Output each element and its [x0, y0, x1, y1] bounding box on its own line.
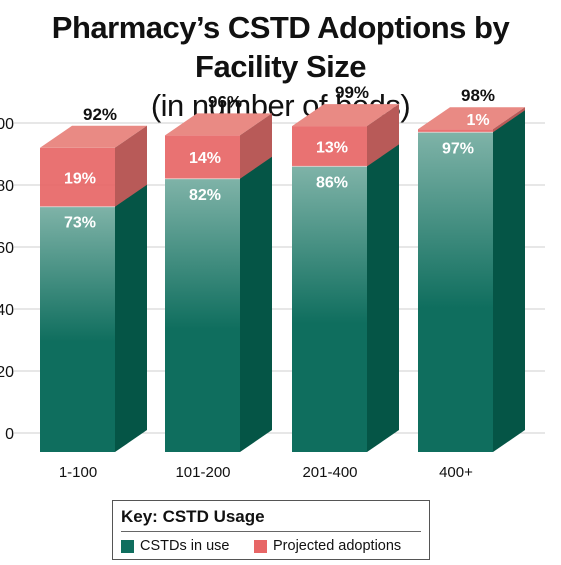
legend-swatch-cstds — [121, 539, 134, 553]
bar-cstd — [40, 206, 115, 452]
y-tick-label: 100 — [0, 116, 14, 133]
bar-cstd — [165, 178, 240, 453]
legend-swatch-projected — [254, 539, 267, 553]
data-label-projected: 13% — [316, 139, 348, 156]
bar-side — [115, 125, 147, 453]
legend-label-projected: Projected adoptions — [273, 538, 402, 554]
data-label-cstd: 97% — [442, 140, 474, 157]
y-tick-label: 20 — [0, 364, 14, 381]
x-tick-label: 1-100 — [59, 464, 97, 481]
legend: Key: CSTD Usage CSTDs in use Projected a… — [112, 500, 430, 560]
bar-cstd — [292, 166, 367, 452]
bar-cstd — [418, 132, 493, 453]
bar-side — [493, 107, 525, 452]
bar-top — [292, 104, 399, 127]
legend-divider — [121, 531, 421, 532]
bar-top — [165, 113, 272, 136]
legend-item-cstds: CSTDs in use — [121, 538, 229, 554]
legend-label-cstds: CSTDs in use — [140, 538, 230, 554]
data-label-total: 96% — [208, 92, 242, 111]
y-tick-label: 0 — [5, 426, 14, 443]
legend-item-projected: Projected adoptions — [254, 538, 401, 554]
bar-top — [418, 107, 525, 130]
x-tick-label: 400+ — [439, 464, 473, 481]
y-tick-label: 80 — [0, 178, 14, 195]
data-label-total: 98% — [461, 86, 495, 105]
bar-projected-side — [115, 125, 147, 207]
y-tick-label: 60 — [0, 240, 14, 257]
data-label-projected: 19% — [64, 170, 96, 187]
bar-projected — [165, 135, 240, 179]
data-label-cstd: 73% — [64, 215, 96, 232]
bar-projected-side — [367, 104, 399, 167]
data-label-total: 99% — [335, 83, 369, 102]
data-label-cstd: 82% — [189, 187, 221, 204]
bar-projected — [292, 126, 367, 167]
x-tick-label: 201-400 — [302, 464, 357, 481]
y-tick-label: 40 — [0, 302, 14, 319]
bar-projected — [40, 147, 115, 207]
bar-projected — [418, 129, 493, 133]
legend-title: Key: CSTD Usage — [121, 507, 265, 526]
bar-side — [367, 104, 399, 452]
data-label-total: 92% — [83, 105, 117, 124]
bar-top — [40, 125, 147, 148]
bar-projected-side — [240, 113, 272, 179]
x-tick-label: 101-200 — [175, 464, 230, 481]
data-label-projected: 14% — [189, 150, 221, 167]
bar-projected-side — [493, 107, 525, 133]
data-label-cstd: 86% — [316, 174, 348, 191]
data-label-projected: 1% — [466, 112, 489, 129]
chart-title-bold: Pharmacy’s CSTD Adoptions by Facility Si… — [51, 10, 510, 84]
bar-side — [240, 113, 272, 453]
